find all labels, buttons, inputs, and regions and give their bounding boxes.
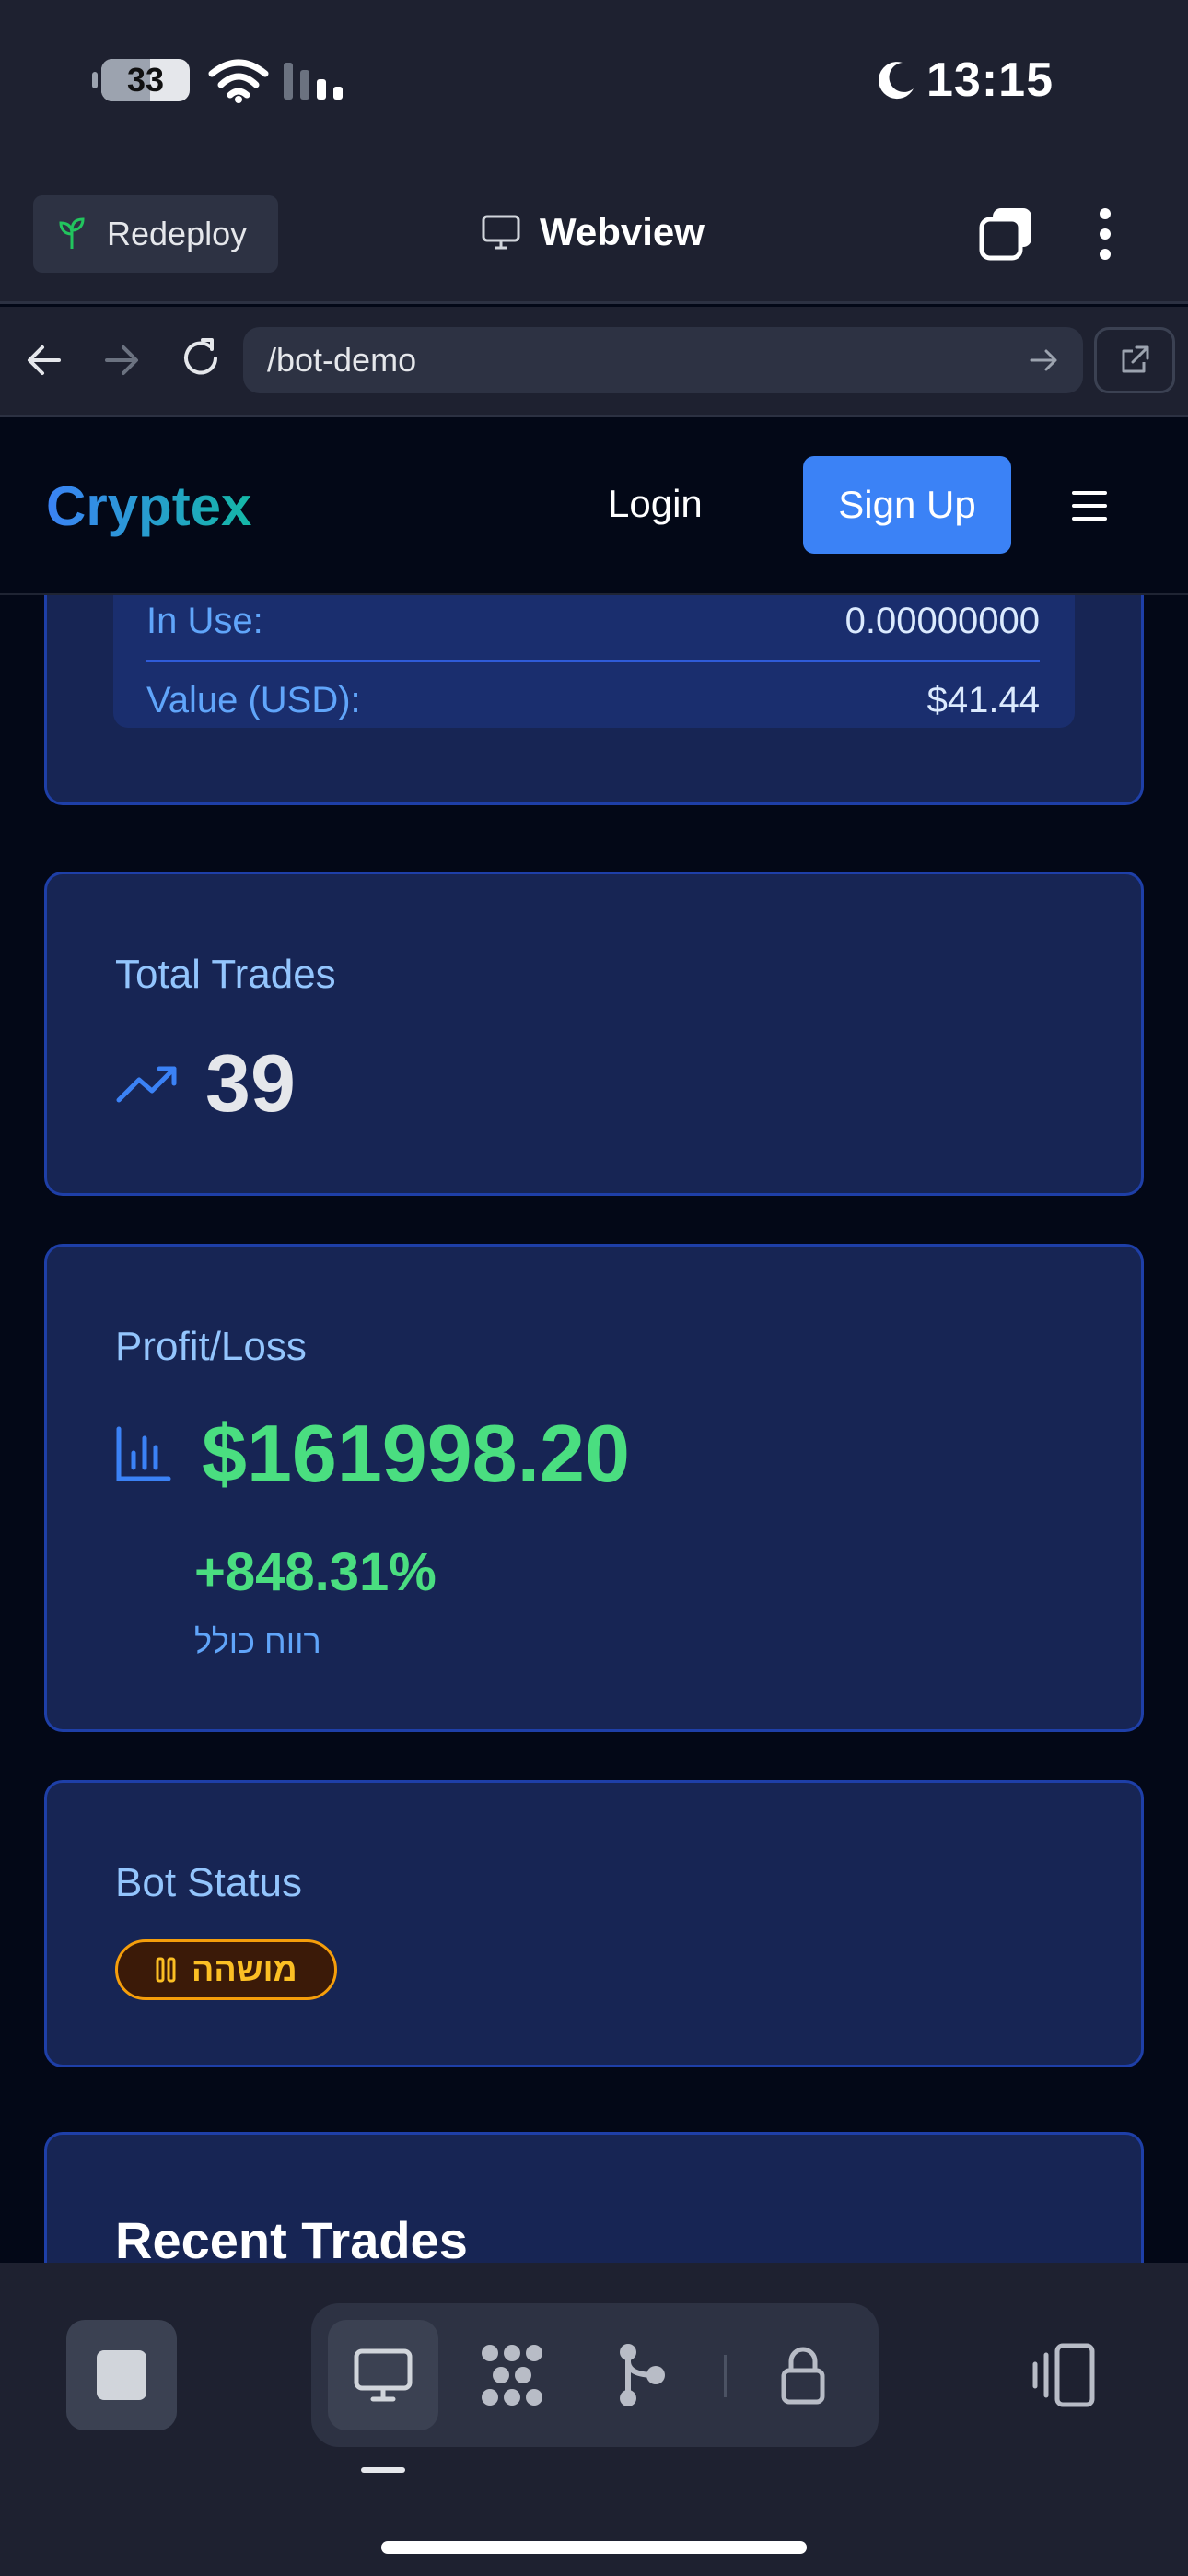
bar-chart-icon (116, 1426, 171, 1481)
battery-level: 33 (126, 61, 165, 99)
webview-label: Webview (540, 210, 705, 253)
profit-loss-value: $161998.20 (202, 1408, 630, 1499)
branch-tool-button[interactable] (586, 2320, 696, 2430)
value-usd-amount: $41.44 (926, 680, 1040, 720)
dashboard-content[interactable]: In Use: 0.00000000 Value (USD): $41.44 T… (0, 595, 1188, 2263)
profit-loss-card: Profit/Loss $161998.20 +848.31% רווח כול… (44, 1244, 1144, 1732)
back-arrow-icon[interactable] (22, 338, 66, 382)
recent-trades-card: Recent Trades (44, 2132, 1144, 2263)
webview-toolbar: Redeploy Webview (0, 175, 1188, 304)
wifi-icon (208, 59, 269, 103)
webview-title: Webview (481, 210, 705, 254)
value-usd-label: Value (USD): (146, 680, 361, 720)
wallet-row-in-use: In Use: 0.00000000 (146, 601, 1040, 642)
trending-up-icon (116, 1066, 177, 1103)
pause-icon (156, 1957, 176, 1983)
total-trades-card: Total Trades 39 (44, 872, 1144, 1196)
total-trades-value: 39 (205, 1037, 296, 1129)
redeploy-button[interactable]: Redeploy (33, 195, 278, 273)
agents-tool-button[interactable] (457, 2320, 567, 2430)
webview-tool-button[interactable] (328, 2320, 438, 2430)
stop-button[interactable] (66, 2320, 177, 2430)
status-bar: 33 13:15 (0, 0, 1188, 175)
stop-icon (97, 2350, 146, 2400)
bottom-toolbar (0, 2263, 1188, 2576)
recent-trades-title: Recent Trades (115, 2211, 468, 2263)
wallet-details: In Use: 0.00000000 Value (USD): $41.44 (113, 595, 1075, 728)
moon-icon (879, 62, 914, 100)
hamburger-icon[interactable] (1070, 486, 1109, 526)
go-arrow-icon[interactable] (1028, 344, 1061, 377)
status-badge-label: מושהה (192, 1950, 297, 1988)
monitor-icon (482, 215, 520, 250)
profit-loss-title: Profit/Loss (115, 1324, 307, 1369)
total-trades-title: Total Trades (115, 952, 336, 997)
sprout-icon (59, 217, 85, 249)
wallet-row-value: Value (USD): $41.44 (146, 680, 1040, 721)
signup-button[interactable]: Sign Up (803, 456, 1011, 554)
wallet-card: In Use: 0.00000000 Value (USD): $41.44 (44, 595, 1144, 805)
forward-arrow-icon[interactable] (99, 338, 144, 382)
branch-icon (620, 2344, 665, 2406)
redeploy-label: Redeploy (107, 215, 248, 252)
tool-group (311, 2303, 879, 2447)
in-use-value: 0.00000000 (844, 601, 1040, 641)
external-link-icon (1122, 345, 1149, 373)
divider (146, 660, 1040, 662)
active-tool-indicator (361, 2467, 405, 2473)
bot-status-card: Bot Status מושהה (44, 1780, 1144, 2067)
signal-icon (284, 63, 343, 100)
more-vertical-icon[interactable] (1089, 206, 1122, 262)
tabs-icon[interactable] (978, 206, 1035, 262)
clock: 13:15 (926, 53, 1054, 107)
url-bar (0, 307, 1188, 417)
lock-tool-button[interactable] (748, 2320, 858, 2430)
in-use-label: In Use: (146, 601, 263, 641)
profit-loss-subtitle: רווח כולל (194, 1622, 321, 1660)
status-badge: מושהה (115, 1939, 337, 2000)
device-rotate-icon[interactable] (1030, 2338, 1098, 2412)
home-indicator (381, 2541, 807, 2554)
battery-icon: 33 (92, 59, 190, 101)
divider (724, 2355, 727, 2397)
grid-dots-icon (482, 2345, 542, 2406)
brand-logo[interactable]: Cryptex (46, 475, 252, 537)
monitor-icon (354, 2348, 413, 2402)
profit-loss-percent: +848.31% (194, 1542, 437, 1602)
bot-status-title: Bot Status (115, 1860, 303, 1905)
open-external-button[interactable] (1094, 327, 1175, 393)
url-input[interactable] (243, 327, 1083, 393)
login-link[interactable]: Login (608, 482, 703, 525)
lock-icon (781, 2347, 825, 2405)
reload-icon[interactable] (177, 334, 225, 382)
app-navbar: Cryptex Login Sign Up (0, 417, 1188, 595)
